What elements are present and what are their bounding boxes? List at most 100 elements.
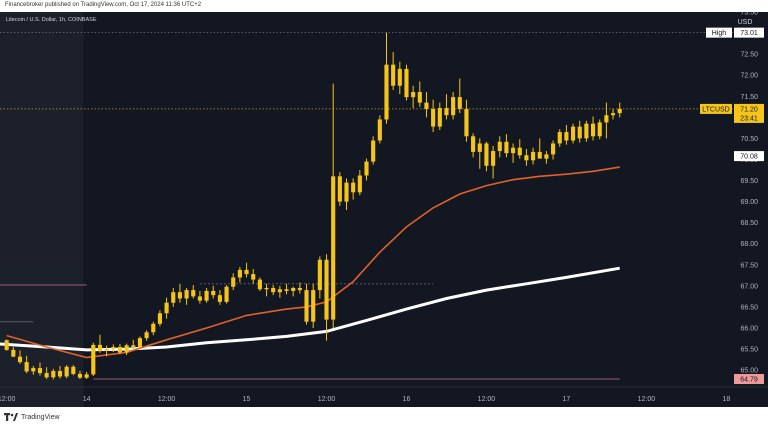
candle-body [457, 97, 462, 109]
price-tags: High 73.01 LTCUSD 71.20 23:41 70.08 64.79 [700, 27, 764, 384]
high-value-tag [734, 27, 764, 38]
price-tick-label: 69.00 [740, 199, 758, 206]
candle-body [231, 277, 236, 287]
level-lines [0, 32, 733, 380]
candle-body [404, 68, 409, 98]
candle-body [111, 346, 116, 350]
candle-body [157, 313, 162, 324]
candle-body [524, 155, 529, 161]
candle-body [17, 356, 23, 363]
candle-body [297, 287, 302, 291]
candle-body [537, 151, 542, 159]
candle-body [84, 374, 89, 378]
candle-body [424, 102, 429, 109]
candle-body [391, 64, 396, 86]
chart-panel[interactable]: 73.5072.5072.0071.5070.5070.0069.5069.00… [0, 10, 768, 407]
candle-body [431, 108, 436, 127]
candle-body [384, 64, 389, 120]
price-tick-label: 72.00 [740, 73, 758, 80]
price-tick-label: 71.50 [740, 94, 758, 101]
candle-body [597, 122, 602, 137]
high-value: 73.01 [740, 30, 758, 37]
candle-body [357, 175, 362, 193]
candle-body [144, 332, 149, 339]
candle-body [364, 161, 369, 176]
candle-body [264, 287, 269, 290]
candle-body [551, 143, 556, 155]
candlestick-chart[interactable]: 73.5072.5072.0071.5070.5070.0069.5069.00… [0, 10, 768, 407]
low-value: 64.79 [740, 376, 758, 383]
candle-body [244, 269, 249, 275]
candle-body [57, 370, 63, 377]
candle-body [331, 176, 336, 320]
candle-body [531, 151, 536, 161]
price-tick-label: 66.50 [740, 304, 758, 311]
price-tick-label: 70.50 [740, 136, 758, 143]
symbol-label: LTCUSD [702, 106, 729, 113]
candle-body [97, 344, 103, 351]
chart-title: Litecoin / U.S. Dollar, 1h, COINBASE [6, 17, 97, 23]
price-tick-label: 65.50 [740, 347, 758, 354]
last-price: 71.20 [740, 106, 758, 113]
price-tick-label: 65.00 [740, 368, 758, 375]
candle-body [464, 108, 469, 137]
candle-body [544, 154, 549, 159]
candle-body [37, 368, 43, 374]
candle-body [224, 286, 229, 302]
level-value: 70.08 [740, 154, 758, 161]
candle-body [271, 287, 276, 293]
candle-body [477, 143, 482, 152]
candle-body [411, 92, 416, 98]
time-tick-label: 18 [722, 396, 730, 403]
price-tick-label: 73.50 [740, 12, 758, 17]
publisher-header: Financebroker published on TradingView.c… [5, 2, 202, 8]
candle-body [24, 362, 29, 372]
candle-body [11, 349, 16, 357]
candle-body [137, 338, 143, 347]
candle-body [337, 176, 342, 202]
candle-body [604, 115, 609, 123]
candle-body [304, 290, 309, 322]
time-tick-label: 12:00 [0, 396, 16, 403]
low-tag [734, 373, 764, 384]
candle-body [64, 366, 69, 377]
time-tick-label: 15 [243, 396, 251, 403]
candle-body [251, 274, 256, 280]
candle-body [257, 279, 262, 290]
candle-body [124, 345, 129, 353]
candle-body [564, 132, 569, 141]
price-tick-label: 66.00 [740, 326, 758, 333]
candle-body [417, 92, 422, 103]
candle-body [197, 296, 202, 301]
candle-body [437, 108, 442, 127]
candle-body [324, 259, 329, 320]
tradingview-logo-icon [4, 412, 18, 422]
candle-body [44, 373, 49, 378]
high-label: High [712, 30, 727, 37]
candle-body [317, 259, 322, 291]
candles-group [4, 32, 622, 380]
chart-background [0, 12, 768, 407]
time-tick-label: 12:00 [158, 396, 176, 403]
side-lines [0, 283, 434, 323]
candle-body [610, 113, 616, 116]
price-tick-label: 72.50 [740, 52, 758, 59]
candle-body [237, 269, 242, 278]
candle-body [91, 344, 96, 375]
candle-body [444, 108, 449, 116]
candle-body [71, 366, 76, 374]
time-tick-label: 16 [403, 396, 411, 403]
time-tick-label: 12:00 [478, 396, 496, 403]
footer-brand: TradingView [21, 413, 60, 421]
candle-body [377, 119, 382, 141]
bar-countdown: 23:41 [740, 115, 758, 122]
price-tick-label: 67.50 [740, 262, 758, 269]
time-axis[interactable]: 12:00 14 12:00 15 12:00 16 12:00 17 12:00 18 [0, 396, 730, 403]
candle-body [344, 182, 349, 202]
high-label-tag [706, 27, 732, 38]
last-price-tag [734, 103, 764, 123]
time-tick-label: 14 [83, 396, 91, 403]
candle-body [104, 349, 109, 351]
time-tick-label: 17 [563, 396, 571, 403]
candle-body [571, 126, 576, 141]
